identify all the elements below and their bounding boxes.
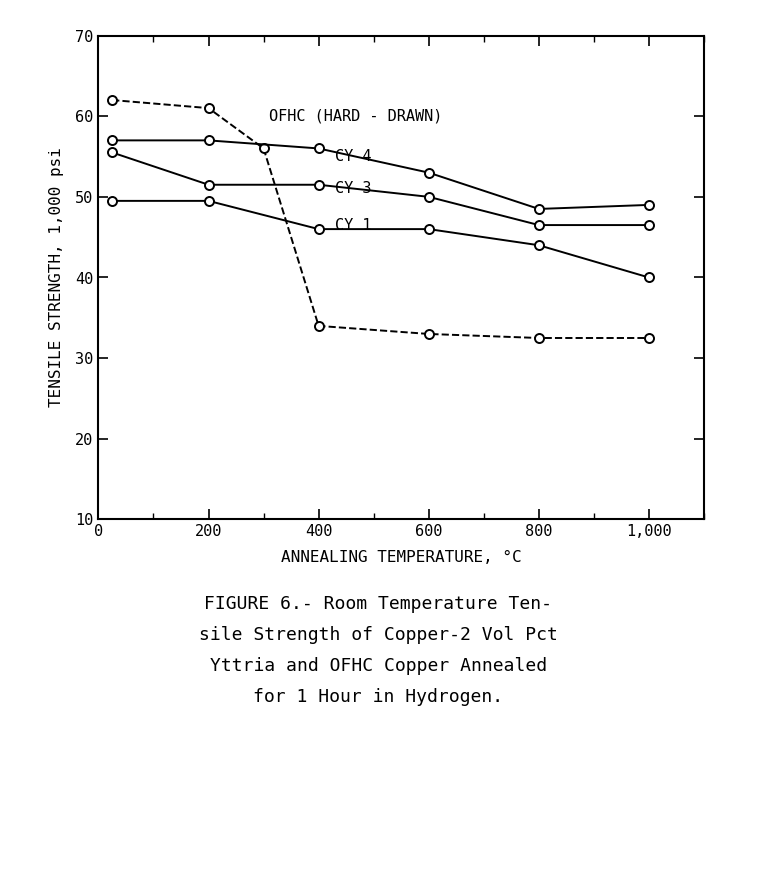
Y-axis label: TENSILE STRENGTH, 1,000 psi: TENSILE STRENGTH, 1,000 psi (49, 147, 64, 408)
Text: CY 4: CY 4 (335, 149, 372, 164)
Text: OFHC (HARD - DRAWN): OFHC (HARD - DRAWN) (269, 108, 442, 123)
X-axis label: ANNEALING TEMPERATURE, °C: ANNEALING TEMPERATURE, °C (281, 551, 522, 566)
Text: Yttria and OFHC Copper Annealed: Yttria and OFHC Copper Annealed (210, 657, 547, 675)
Text: sile Strength of Copper-2 Vol Pct: sile Strength of Copper-2 Vol Pct (199, 626, 558, 644)
Text: FIGURE 6.- Room Temperature Ten-: FIGURE 6.- Room Temperature Ten- (204, 595, 553, 613)
Text: CY 3: CY 3 (335, 181, 372, 196)
Text: for 1 Hour in Hydrogen.: for 1 Hour in Hydrogen. (254, 688, 503, 706)
Text: CY 1: CY 1 (335, 218, 372, 233)
